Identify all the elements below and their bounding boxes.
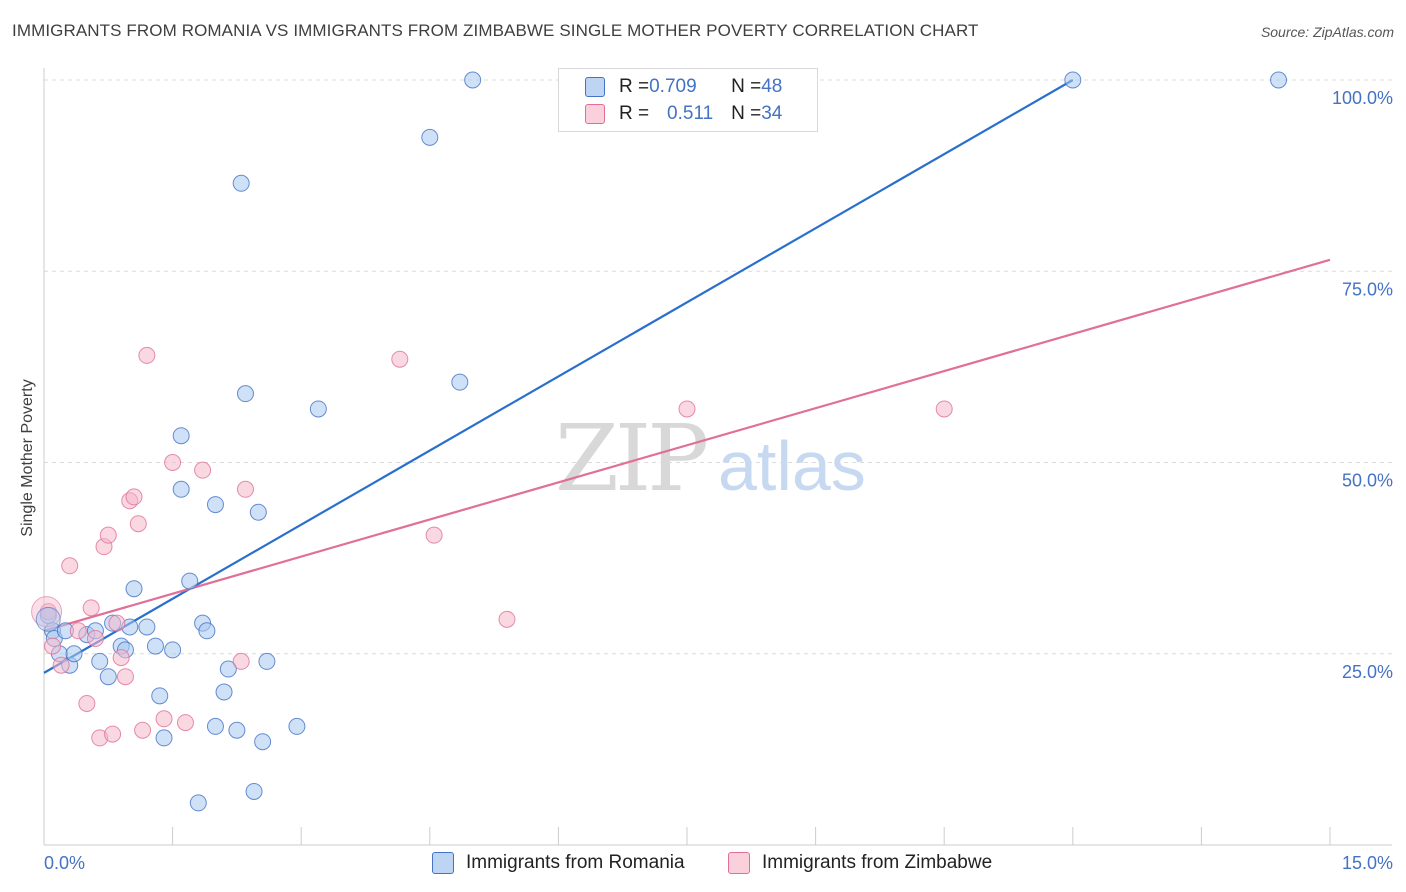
legend-n-label: N = — [731, 103, 762, 124]
zimbabwe-point — [134, 721, 152, 739]
zimbabwe-point — [31, 596, 63, 628]
romania-point — [258, 652, 276, 670]
legend-r-label: R = — [619, 76, 650, 97]
romania-legend-label: Immigrants from Romania — [466, 852, 685, 873]
zimbabwe-point — [108, 614, 126, 632]
legend-row-zimbabwe: R = 0.511 N = 34 — [585, 101, 782, 127]
zimbabwe-point — [69, 622, 87, 640]
romania-point — [206, 496, 224, 514]
legend-r-label: R = — [619, 103, 650, 124]
watermark-zip: ZIP — [555, 405, 706, 512]
legend-row-romania: R = 0.709 N = 48 — [585, 74, 782, 100]
romania-trend-line — [43, 79, 1074, 674]
trend-lines — [43, 79, 1331, 674]
romania-point — [172, 480, 190, 498]
legend-n-label: N = — [731, 76, 762, 97]
legend-n-value: 48 — [761, 76, 783, 97]
zimbabwe-point — [425, 526, 443, 544]
romania-point — [198, 622, 216, 640]
zimbabwe-point — [678, 400, 696, 418]
watermark: ZIP atlas — [555, 405, 866, 512]
romania-point — [65, 645, 83, 663]
zimbabwe-legend-label: Immigrants from Zimbabwe — [762, 852, 993, 873]
watermark-atlas: atlas — [718, 427, 866, 505]
legend-n-value: 34 — [761, 103, 783, 124]
source-label: Source: ZipAtlas.com — [1260, 24, 1394, 40]
romania-point — [189, 794, 207, 812]
chart-title: IMMIGRANTS FROM ROMANIA VS IMMIGRANTS FR… — [12, 21, 979, 40]
legend-r-value: 0.511 — [667, 103, 714, 124]
romania-point — [421, 128, 439, 146]
zimbabwe-point — [104, 725, 122, 743]
romania-point — [228, 721, 246, 739]
y-tick-label: 100.0% — [1332, 88, 1393, 108]
zimbabwe-point — [498, 610, 516, 628]
bottom-legend-romania: Immigrants from Romania — [432, 852, 685, 874]
romania-point — [155, 729, 173, 747]
y-tick-label: 25.0% — [1342, 662, 1393, 682]
tick-labels: 25.0% 50.0% 75.0% 100.0% 0.0% 15.0% — [44, 88, 1393, 873]
romania-point — [254, 733, 272, 751]
zimbabwe-point — [164, 454, 182, 471]
bottom-legend-zimbabwe: Immigrants from Zimbabwe — [728, 852, 992, 874]
romania-point — [206, 717, 224, 735]
romania-point — [138, 618, 156, 636]
romania-point — [91, 652, 109, 670]
zimbabwe-point — [194, 461, 212, 479]
zimbabwe-swatch — [585, 104, 605, 124]
zimbabwe-point — [52, 656, 70, 674]
romania-point — [451, 373, 469, 391]
zimbabwe-point — [232, 652, 250, 670]
romania-point — [146, 637, 164, 655]
zimbabwe-point — [129, 515, 147, 533]
romania-point — [1064, 71, 1082, 89]
romania-point — [288, 717, 306, 735]
romania-legend-swatch — [432, 852, 454, 874]
zimbabwe-point — [99, 526, 117, 544]
zimbabwe-point — [155, 710, 173, 728]
zimbabwe-legend-swatch — [728, 852, 750, 874]
axes — [43, 68, 1392, 846]
zimbabwe-point — [112, 649, 130, 667]
romania-point — [215, 683, 233, 701]
romania-point — [151, 687, 169, 705]
legend-r-value: 0.709 — [649, 76, 697, 97]
y-tick-label: 50.0% — [1342, 471, 1393, 491]
zimbabwe-point — [236, 480, 254, 498]
romania-point — [249, 503, 267, 521]
zimbabwe-point — [391, 350, 409, 368]
romania-point — [236, 385, 254, 403]
romania-point — [219, 660, 237, 678]
romania-point — [245, 782, 263, 800]
zimbabwe-point — [935, 400, 953, 418]
romania-swatch — [585, 77, 605, 97]
x-tick-label: 0.0% — [44, 853, 85, 873]
zimbabwe-trend-line — [43, 258, 1331, 632]
romania-point — [232, 174, 250, 192]
zimbabwe-point — [78, 694, 96, 712]
zimbabwe-point — [138, 346, 156, 364]
romania-point — [35, 606, 61, 632]
data-points — [31, 71, 1288, 812]
zimbabwe-point — [86, 629, 104, 647]
x-tick-label: 15.0% — [1342, 853, 1393, 873]
zimbabwe-point — [44, 637, 62, 655]
romania-point — [125, 580, 143, 598]
zimbabwe-point — [82, 599, 100, 617]
zimbabwe-point — [176, 714, 194, 732]
romania-point — [464, 71, 482, 89]
zimbabwe-point — [125, 488, 143, 506]
y-tick-label: 75.0% — [1342, 279, 1393, 299]
romania-point — [99, 668, 117, 686]
gridlines — [44, 79, 1392, 655]
zimbabwe-point — [116, 668, 134, 686]
romania-point — [1270, 71, 1288, 89]
romania-point — [172, 427, 190, 445]
romania-point — [181, 572, 199, 590]
zimbabwe-point — [61, 557, 79, 575]
romania-point — [309, 400, 327, 418]
stats-legend: R = 0.709 N = 48 R = 0.511 N = 34 — [558, 68, 818, 132]
romania-point — [164, 641, 182, 659]
